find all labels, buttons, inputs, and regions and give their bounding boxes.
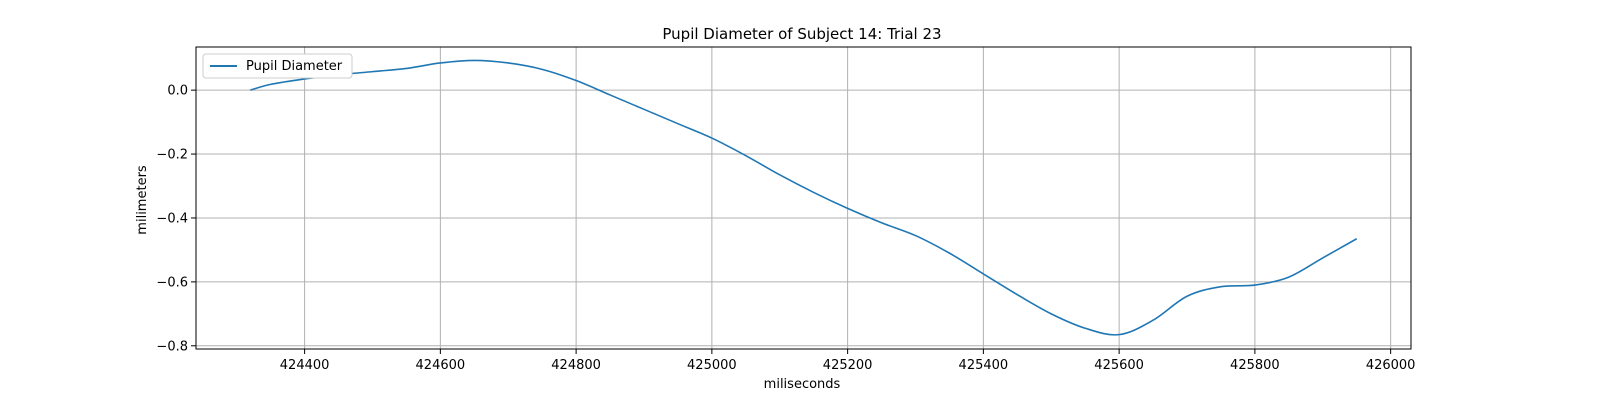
y-tick-label: −0.4 — [156, 211, 188, 226]
legend-label: Pupil Diameter — [246, 59, 343, 74]
legend-box — [202, 53, 353, 79]
y-axis-label: milimeters — [135, 165, 150, 235]
x-tick-label: 425800 — [1230, 358, 1280, 373]
x-tick-label: 425400 — [959, 358, 1009, 373]
x-tick-label: 425600 — [1094, 358, 1144, 373]
x-tick-label: 424600 — [416, 358, 466, 373]
y-tick-label: 0.0 — [167, 84, 188, 99]
y-tick-label: −0.2 — [156, 148, 188, 163]
x-tick-label: 424800 — [551, 358, 601, 373]
x-tick-label: 425200 — [823, 358, 873, 373]
legend: Pupil Diameter — [202, 53, 353, 79]
chart-title: Pupil Diameter of Subject 14: Trial 23 — [662, 25, 941, 43]
y-tick-label: −0.8 — [156, 339, 188, 354]
x-axis: 424400 424600 424800 425000 425200 425400 4256… — [280, 349, 1416, 373]
x-axis-label: miliseconds — [764, 377, 841, 392]
y-axis: 0.0 −0.2 −0.4 −0.6 −0.8 — [156, 84, 196, 354]
grid — [196, 47, 1411, 349]
plot-frame — [195, 46, 1412, 350]
series-line — [250, 59, 1358, 336]
x-tick-label: 426000 — [1366, 358, 1416, 373]
x-tick-label: 424400 — [280, 358, 330, 373]
y-tick-label: −0.6 — [156, 275, 188, 290]
series-layer — [250, 59, 1358, 336]
x-tick-label: 425000 — [687, 358, 737, 373]
